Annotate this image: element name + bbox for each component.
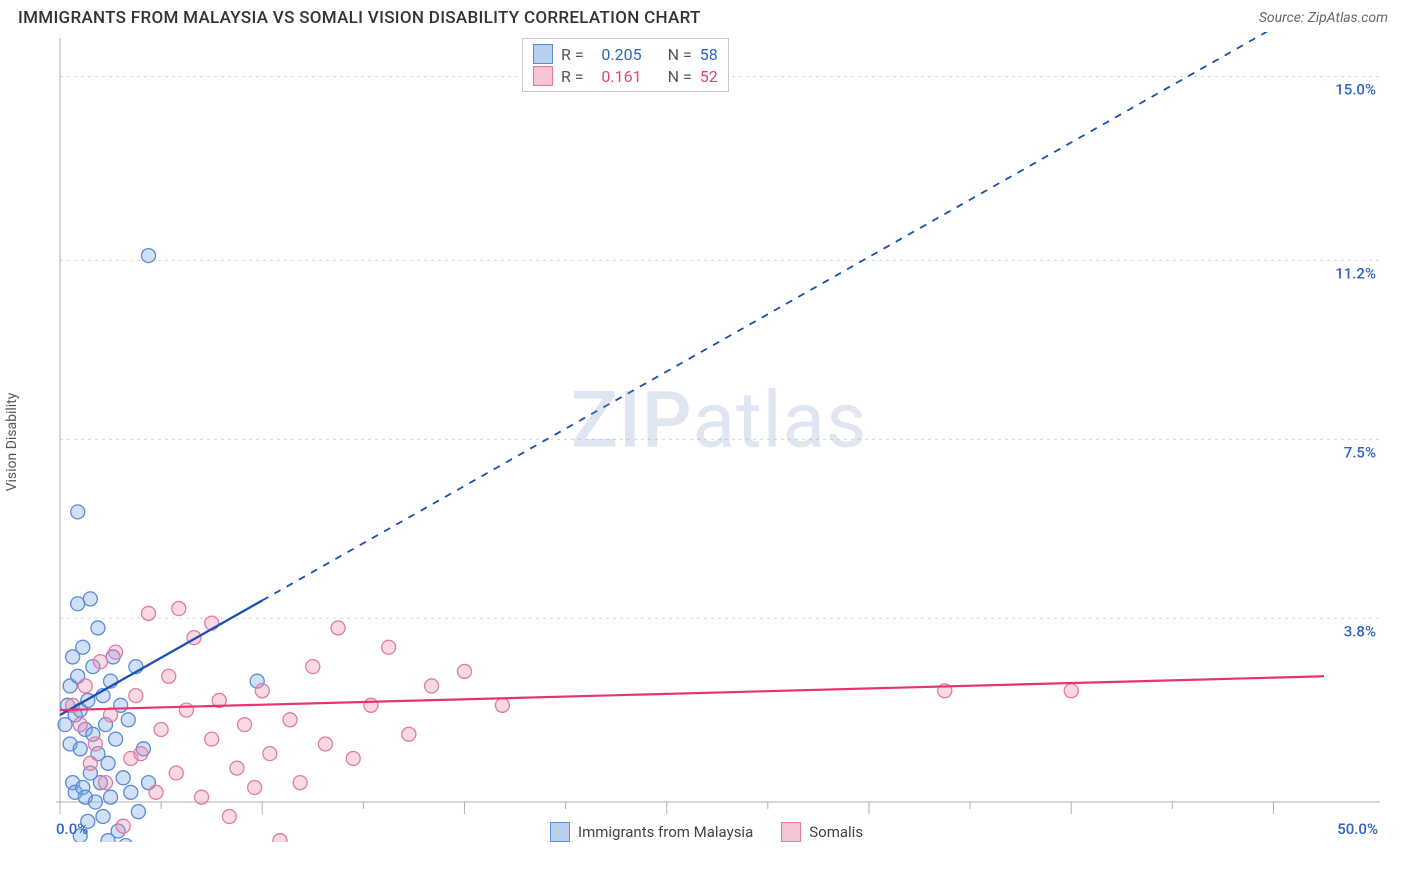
chart-header: IMMIGRANTS FROM MALAYSIA VS SOMALI VISIO…: [0, 0, 1406, 32]
r-value-malaysia: 0.205: [592, 45, 642, 64]
x-axis-end-label: 50.0%: [1337, 820, 1378, 838]
n-value-malaysia: 58: [700, 45, 718, 64]
legend-swatch-malaysia: [550, 822, 570, 842]
series-swatch-somalis: [533, 66, 553, 86]
chart-area-wrap: Vision Disability 15.0%11.2%7.5%3.8% ZIP…: [18, 32, 1388, 852]
svg-text:15.0%: 15.0%: [1335, 81, 1376, 99]
legend-item-malaysia: Immigrants from Malaysia: [550, 822, 753, 842]
stats-row-malaysia: R = 0.205 N = 58: [533, 43, 718, 65]
scatter-chart-svg: 15.0% 11.2% 7.5% 3.8%: [54, 32, 1384, 842]
plot-area: 15.0%11.2%7.5%3.8% ZIPatlas R =0.205N =5…: [54, 32, 1384, 842]
legend-swatch-somalis: [781, 822, 801, 842]
svg-text:11.2%: 11.2%: [1335, 264, 1376, 282]
series-legend: Immigrants from Malaysia Somalis: [550, 822, 863, 842]
n-label: N =: [668, 45, 692, 64]
source-prefix: Source:: [1259, 10, 1308, 26]
legend-label-malaysia: Immigrants from Malaysia: [578, 823, 753, 841]
series-swatch-malaysia: [533, 44, 553, 64]
svg-text:7.5%: 7.5%: [1344, 443, 1376, 461]
r-label: R =: [561, 45, 584, 64]
source-citation: Source: ZipAtlas.com: [1259, 10, 1388, 26]
stats-row-somalis: R = 0.161 N = 52: [533, 65, 718, 87]
n-label: N =: [668, 67, 692, 86]
legend-item-somalis: Somalis: [781, 822, 863, 842]
svg-text:3.8%: 3.8%: [1344, 622, 1376, 640]
x-axis-start-label: 0.0%: [56, 820, 88, 838]
r-value-somalis: 0.161: [592, 67, 642, 86]
chart-title: IMMIGRANTS FROM MALAYSIA VS SOMALI VISIO…: [18, 8, 701, 28]
source-name: ZipAtlas.com: [1308, 10, 1388, 26]
legend-label-somalis: Somalis: [809, 823, 863, 841]
y-axis-label: Vision Disability: [4, 393, 20, 492]
n-value-somalis: 52: [700, 67, 718, 86]
r-label: R =: [561, 67, 584, 86]
correlation-stats-legend: R = 0.205 N = 58 R = 0.161 N = 52: [522, 38, 729, 92]
